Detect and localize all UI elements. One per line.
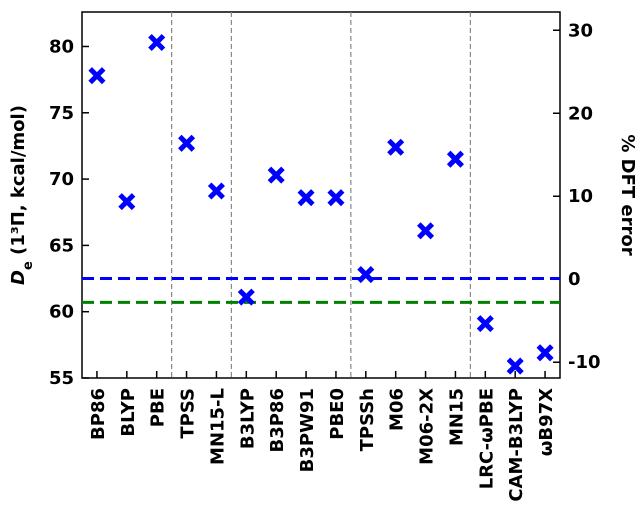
x-tick-label: B3PW91 — [297, 388, 318, 472]
marker — [446, 150, 464, 168]
y2-axis-label: % DFT error — [617, 134, 638, 255]
x-tick-label: M06-2X — [417, 388, 438, 465]
y2-tick-label: -10 — [568, 352, 601, 373]
marker — [267, 166, 285, 184]
y2-tick-label: 20 — [568, 103, 593, 124]
y2-tick-label: 0 — [568, 269, 581, 290]
x-tick-label: MN15 — [446, 388, 467, 446]
y-label-rest: (1³Π, kcal/mol) — [8, 105, 29, 261]
marker — [207, 182, 225, 200]
marker — [327, 189, 345, 207]
x-tick-label: PBE0 — [327, 388, 348, 440]
marker — [536, 344, 554, 362]
marker — [148, 33, 166, 52]
y-tick-label: 65 — [49, 235, 74, 256]
marker — [476, 315, 494, 333]
x-tick-label: ωB97X — [536, 388, 557, 456]
plot-frame — [81, 11, 561, 379]
x-tick-label: MN15-L — [207, 388, 228, 465]
x-tick-label: LRC-ωPBE — [476, 388, 497, 489]
marker — [88, 67, 106, 85]
x-tick-label: PBE — [148, 388, 169, 427]
y-tick-label: 80 — [49, 36, 74, 57]
y-tick-label: 55 — [49, 368, 74, 389]
x-tick-label: BLYP — [118, 388, 139, 437]
marker — [506, 357, 524, 375]
x-tick-label: TPSSh — [357, 388, 378, 451]
marker — [387, 138, 405, 156]
y-label-subscript: e — [21, 261, 36, 270]
x-tick-label: B3P86 — [267, 388, 288, 453]
marker — [357, 266, 375, 284]
y2-tick-label: 10 — [568, 186, 593, 207]
x-tick-label: TPSS — [178, 388, 199, 439]
x-tick-label: BP86 — [88, 388, 109, 440]
x-tick-label: CAM-B3LYP — [506, 388, 527, 502]
marker — [118, 193, 136, 211]
y-tick-label: 60 — [49, 302, 74, 323]
marker — [178, 134, 196, 152]
marker — [417, 222, 435, 240]
y-axis-label: De (1³Π, kcal/mol) — [8, 105, 36, 285]
x-tick-label: B3LYP — [237, 388, 258, 449]
marker — [237, 288, 255, 306]
marker — [297, 189, 315, 207]
y-label-symbol: D — [8, 270, 29, 285]
y2-tick-label: 30 — [568, 20, 593, 41]
y-tick-label: 75 — [49, 103, 74, 124]
y-tick-label: 70 — [49, 169, 74, 190]
x-tick-label: M06 — [387, 388, 408, 431]
